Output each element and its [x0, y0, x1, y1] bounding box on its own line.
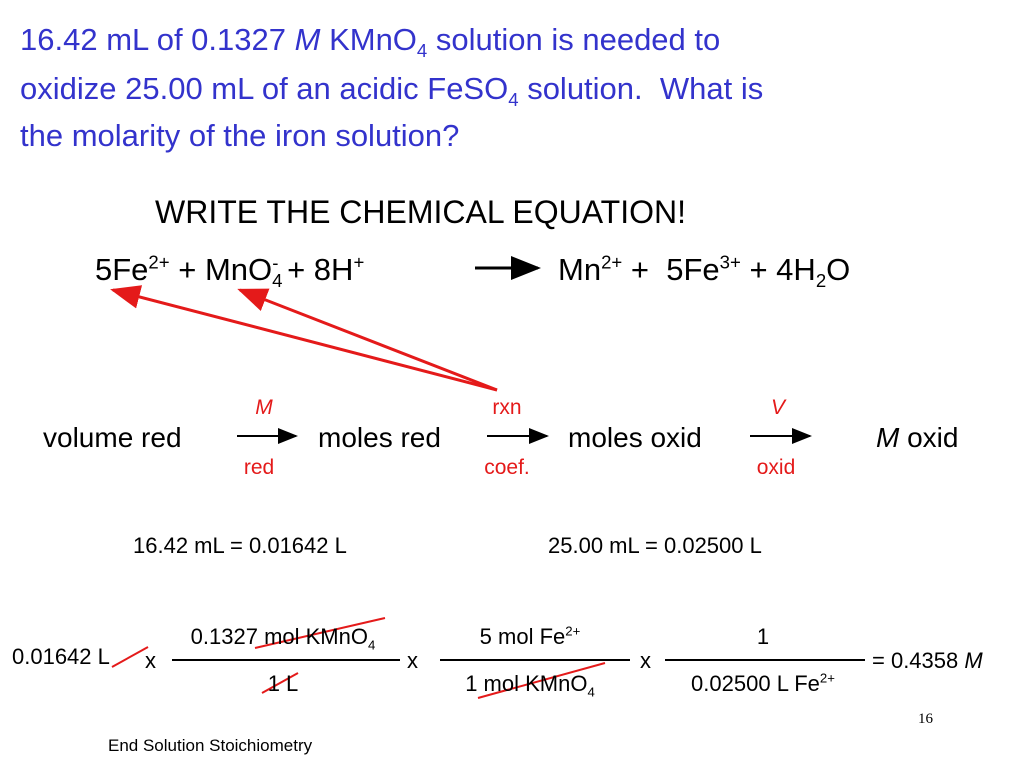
times: x [407, 648, 418, 673]
eq-text: + 4H [740, 252, 816, 287]
arrow-label: M [255, 396, 273, 419]
cancel-line [477, 662, 606, 699]
numerator: 5 mol Fe2+ [479, 623, 581, 649]
arrow-label: red [243, 456, 275, 479]
title-line: the molarity of the iron solution? [20, 120, 459, 151]
eq-text: O [826, 252, 851, 287]
subscript: 4 [272, 270, 283, 292]
title-text: solution. What is [518, 71, 764, 106]
subscript: 4 [416, 40, 428, 62]
cancel-line [111, 646, 149, 668]
footer: End Solution Stoichiometry [108, 736, 313, 755]
subscript: 4 [508, 89, 519, 111]
calc-text: M [964, 648, 983, 673]
superscript: 2+ [601, 251, 623, 273]
arrow-label: oxid [756, 456, 796, 479]
calc-text: = 0.4358 [872, 648, 965, 673]
calc-text: 5 mol Fe [479, 624, 566, 649]
flow-text: M [876, 422, 900, 453]
title-line: 16.42 mL of 0.1327 M KMnO4 solution is n… [20, 22, 721, 60]
pointer-arrow [110, 285, 498, 392]
pointer-arrow [237, 288, 498, 392]
denominator: 1 L [267, 671, 299, 696]
subscript: 2 [815, 270, 827, 292]
arrow-label: rxn [492, 396, 522, 419]
slide-number: 16 [918, 711, 933, 727]
calc-start: 0.01642 L [12, 644, 110, 669]
equation-products: Mn2+ + 5Fe3+ + 4H2O [558, 251, 851, 290]
flow-step: volume red [43, 422, 182, 453]
flow-step: M oxid [876, 424, 958, 452]
equation-reactants: 5Fe2+ + MnO4- + 8H+ [95, 251, 365, 292]
subscript: 4 [587, 684, 595, 700]
title-text: oxidize 25.00 mL of an acidic FeSO [20, 71, 509, 106]
conversion: 25.00 mL = 0.02500 L [548, 533, 762, 558]
calc-text: 1 mol KMnO [465, 671, 588, 696]
title-line: oxidize 25.00 mL of an acidic FeSO4 solu… [20, 71, 764, 109]
cancel-line [254, 617, 386, 649]
superscript: 3+ [719, 251, 741, 273]
title-text: KMnO [320, 22, 417, 57]
title-text: the molarity of the iron solution? [20, 118, 460, 153]
cancel-line [261, 672, 299, 694]
superscript: 2+ [819, 670, 835, 686]
flow-step: moles red [318, 422, 441, 453]
eq-text: + MnO [169, 252, 273, 287]
eq-text: 5Fe [95, 252, 149, 287]
arrow-label: coef. [484, 456, 530, 479]
eq-text: Mn [558, 252, 602, 287]
superscript: + [353, 251, 365, 273]
result: = 0.4358 M [872, 650, 983, 672]
superscript: 2+ [148, 251, 170, 273]
conversion: 16.42 mL = 0.01642 L [133, 533, 347, 558]
calc-text: 0.1327 mol KMnO [190, 624, 368, 649]
times: x [640, 648, 651, 673]
denominator: 1 mol KMnO4 [465, 671, 595, 699]
eq-text: + 8H [278, 252, 354, 287]
flow-step: moles oxid [568, 422, 702, 453]
times: x [145, 648, 156, 673]
flow-text: oxid [899, 422, 959, 453]
title-text: 16.42 mL of 0.1327 [20, 22, 295, 57]
title-text: solution is needed to [427, 22, 721, 57]
title-text: M [294, 22, 321, 57]
cancel-marks [111, 617, 606, 699]
calc-text: 0.02500 L Fe [691, 671, 820, 696]
numerator: 0.1327 mol KMnO4 [190, 624, 376, 652]
subscript: 4 [367, 637, 376, 653]
superscript: 2+ [565, 623, 581, 639]
arrow-label: V [770, 396, 786, 419]
eq-text: + 5Fe [622, 252, 720, 287]
heading: WRITE THE CHEMICAL EQUATION! [155, 194, 686, 230]
numerator: 1 [756, 624, 770, 649]
denominator: 0.02500 L Fe2+ [691, 670, 835, 696]
